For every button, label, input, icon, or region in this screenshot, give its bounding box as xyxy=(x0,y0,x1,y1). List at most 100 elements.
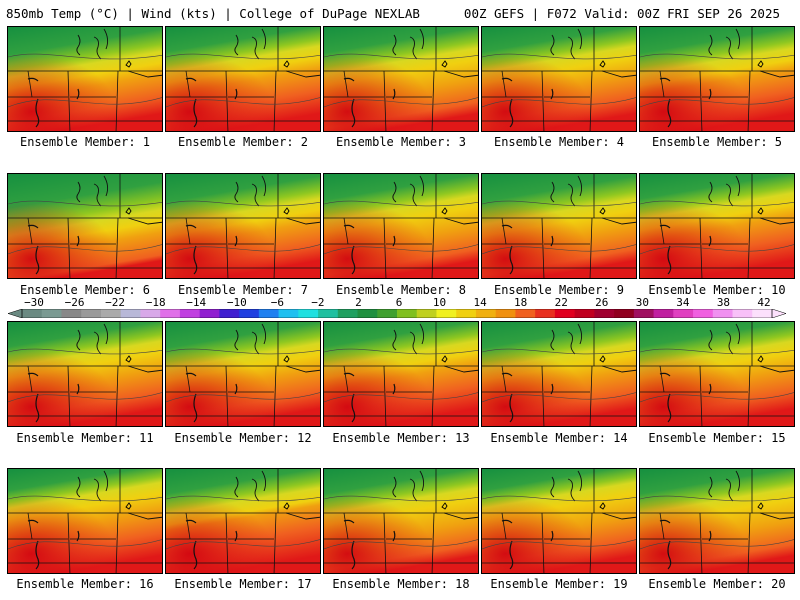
ensemble-member-label: Ensemble Member: 8 xyxy=(335,283,467,297)
colorbar-max-arrow xyxy=(771,309,786,318)
temperature-map xyxy=(324,469,478,573)
temperature-map xyxy=(482,174,636,278)
colorbar-swatch xyxy=(436,309,457,318)
temperature-map xyxy=(166,27,320,131)
ensemble-member-label: Ensemble Member: 13 xyxy=(332,431,470,445)
colorbar-tick-label: 30 xyxy=(635,296,649,309)
colorbar-swatch xyxy=(377,309,398,318)
ensemble-member-label: Ensemble Member: 2 xyxy=(177,135,309,149)
colorbar-tick-label: 38 xyxy=(716,296,731,309)
colorbar-tick-label: 2 xyxy=(355,296,362,309)
ensemble-panel xyxy=(7,26,163,132)
temperature-map xyxy=(324,27,478,131)
ensemble-member-label: Ensemble Member: 5 xyxy=(651,135,783,149)
ensemble-panel xyxy=(481,468,637,574)
temperature-map xyxy=(8,469,162,573)
colorbar-swatch xyxy=(258,309,280,318)
ensemble-member-label: Ensemble Member: 3 xyxy=(335,135,467,149)
map-title: 850mb Temp (°C) | Wind (kts) | College o… xyxy=(6,6,420,21)
colorbar-tick-label: 6 xyxy=(395,296,403,309)
ensemble-panel xyxy=(7,173,163,279)
temperature-map xyxy=(482,469,636,573)
ensemble-panel xyxy=(323,321,479,427)
colorbar-swatch xyxy=(41,309,62,318)
colorbar-swatch xyxy=(298,309,319,318)
colorbar-swatch xyxy=(81,309,102,318)
colorbar-swatch xyxy=(416,309,437,318)
colorbar-tick-label: 22 xyxy=(554,296,568,309)
temperature-map xyxy=(324,322,478,426)
ensemble-member-label: Ensemble Member: 18 xyxy=(332,577,470,591)
temperature-map xyxy=(8,322,162,426)
colorbar-swatch xyxy=(653,309,674,318)
ensemble-panel xyxy=(481,173,637,279)
colorbar-swatch xyxy=(337,309,359,318)
colorbar-swatch xyxy=(712,309,734,318)
colorbar-tick-label: −30 xyxy=(24,296,44,309)
colorbar-swatch xyxy=(752,309,773,318)
temperature-map xyxy=(166,174,320,278)
colorbar-swatch xyxy=(219,309,240,318)
ensemble-panel xyxy=(165,321,321,427)
ensemble-panel xyxy=(639,321,795,427)
temperature-map xyxy=(8,174,162,278)
colorbar-swatch xyxy=(179,309,201,318)
colorbar-swatch xyxy=(574,309,595,318)
colorbar-swatch xyxy=(120,309,141,318)
ensemble-member-label: Ensemble Member: 1 xyxy=(19,135,151,149)
colorbar-swatch xyxy=(397,309,418,318)
ensemble-member-label: Ensemble Member: 6 xyxy=(19,283,151,297)
ensemble-panel xyxy=(7,468,163,574)
colorbar-swatch xyxy=(456,309,477,318)
ensemble-panel xyxy=(481,26,637,132)
ensemble-member-label: Ensemble Member: 10 xyxy=(648,283,786,297)
colorbar-swatch xyxy=(100,309,122,318)
colorbar-swatch xyxy=(673,309,694,318)
ensemble-member-label: Ensemble Member: 7 xyxy=(177,283,309,297)
temperature-map xyxy=(166,322,320,426)
ensemble-member-label: Ensemble Member: 19 xyxy=(490,577,628,591)
colorbar-swatch xyxy=(140,309,161,318)
ensemble-member-label: Ensemble Member: 20 xyxy=(648,577,786,591)
ensemble-member-label: Ensemble Member: 16 xyxy=(16,577,154,591)
colorbar-min-arrow xyxy=(8,309,23,318)
ensemble-member-label: Ensemble Member: 12 xyxy=(174,431,312,445)
colorbar-tick-label: −22 xyxy=(105,296,126,309)
colorbar-swatch xyxy=(239,309,260,318)
colorbar-tick-label: −26 xyxy=(64,296,85,309)
colorbar-labels: −30 −26 −22 −18 −14 −10 −6 −2 2 6 10 14 18 22 26 30 34 38… xyxy=(0,296,800,309)
colorbar-tick-label: −14 xyxy=(186,296,207,309)
ensemble-panel xyxy=(7,321,163,427)
colorbar-swatch xyxy=(633,309,655,318)
ensemble-panel xyxy=(323,26,479,132)
ensemble-panel xyxy=(639,26,795,132)
colorbar-tick-label: −6 xyxy=(270,296,284,309)
ensemble-member-label: Ensemble Member: 14 xyxy=(490,431,628,445)
colorbar-swatch xyxy=(495,309,516,318)
colorbar-swatch xyxy=(515,309,536,318)
colorbar-tick-label: 14 xyxy=(473,296,487,309)
temperature-map xyxy=(640,27,794,131)
ensemble-panel xyxy=(165,26,321,132)
colorbar-swatch xyxy=(693,309,714,318)
colorbar-swatch xyxy=(160,309,181,318)
colorbar-swatch xyxy=(554,309,576,318)
temperature-map xyxy=(482,27,636,131)
colorbar-swatch xyxy=(732,309,753,318)
colorbar-swatch xyxy=(614,309,635,318)
colorbar-swatch xyxy=(199,309,220,318)
ensemble-member-label: Ensemble Member: 9 xyxy=(493,283,625,297)
colorbar-swatch xyxy=(357,309,378,318)
ensemble-member-label: Ensemble Member: 11 xyxy=(16,431,154,445)
ensemble-panel xyxy=(481,321,637,427)
colorbar-swatch xyxy=(475,309,497,318)
colorbar-tick-label: 34 xyxy=(676,296,690,309)
ensemble-panel xyxy=(639,173,795,279)
colorbar-swatch xyxy=(594,309,615,318)
temperature-map xyxy=(8,27,162,131)
colorbar-swatch xyxy=(61,309,82,318)
colorbar-tick-label: 18 xyxy=(514,296,528,309)
colorbar-tick-label: −10 xyxy=(226,296,247,309)
temperature-map xyxy=(640,322,794,426)
colorbar-swatch xyxy=(22,309,43,318)
